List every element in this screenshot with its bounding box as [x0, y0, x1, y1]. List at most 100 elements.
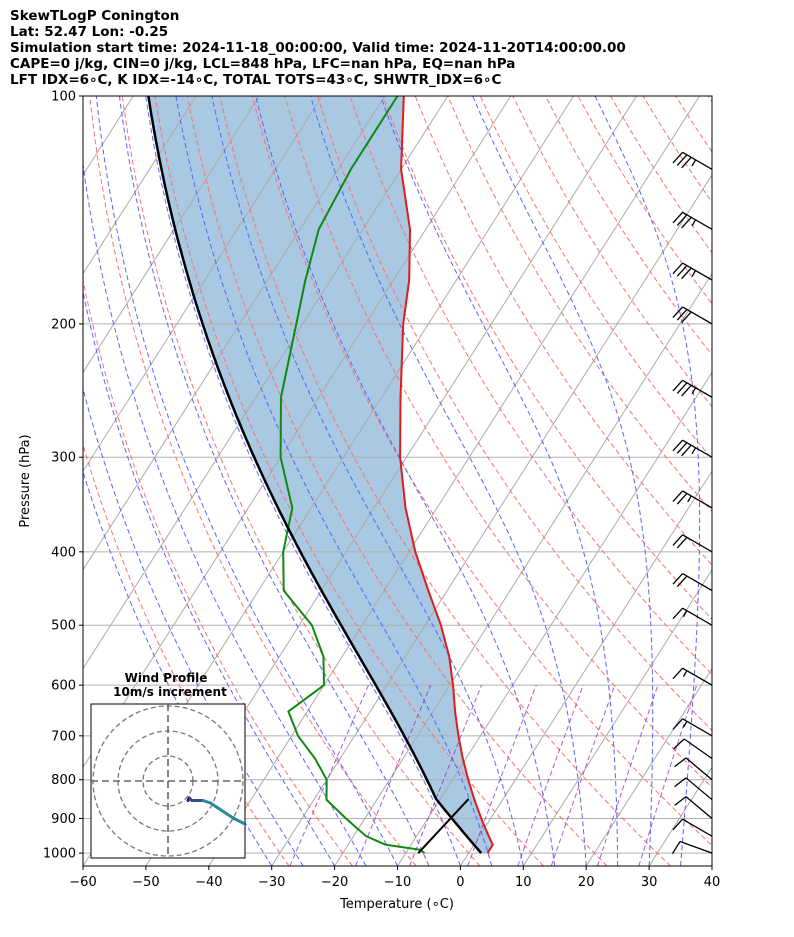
wind-barb [674, 757, 712, 781]
x-tick-label: −10 [384, 875, 411, 890]
y-tick-label: 1000 [43, 847, 76, 862]
y-tick-label: 400 [51, 545, 76, 560]
y-tick-label: 500 [51, 619, 76, 634]
isotherm-line [397, 371, 712, 866]
moist-adiabat-line [380, 96, 619, 866]
chart-title: SkewTLogP Conington [10, 8, 180, 24]
dry-adiabat-line [382, 96, 712, 621]
isotherm-line [83, 96, 260, 374]
y-axis-label: Pressure (hPa) [18, 434, 33, 527]
isotherm-line [585, 667, 712, 866]
dry-adiabat-line [89, 96, 417, 866]
moist-adiabat-line [310, 96, 587, 866]
dewpoint-line [279, 96, 426, 854]
isotherm-line [83, 96, 323, 473]
y-tick-label: 800 [51, 773, 76, 788]
moist-adiabat-line [119, 96, 430, 866]
wind-barb [672, 306, 712, 325]
x-axis-label: Temperature (∘C) [339, 897, 454, 912]
dry-adiabat-line [317, 96, 712, 732]
wind-barb [674, 796, 712, 819]
wind-barb [672, 818, 712, 837]
isotherm-line [83, 96, 449, 670]
moist-adiabat-line [175, 96, 493, 866]
dry-adiabat-line [83, 443, 290, 866]
indices-line: LFT IDX=6∘C, K IDX=-14∘C, TOTAL TOTS=43∘… [10, 72, 502, 88]
isotherm-line [0, 96, 8, 866]
isotherm-line [711, 865, 712, 866]
mixing-ratio-line [638, 684, 698, 866]
dry-adiabat-line [251, 96, 712, 847]
dry-adiabat-line [414, 96, 712, 566]
dry-adiabat-line [219, 96, 671, 866]
wind-barb [672, 534, 712, 553]
isotherm-line [648, 766, 712, 866]
dry-adiabat-line [642, 96, 712, 204]
isotherm-line [208, 96, 700, 866]
simulation-time-line: Simulation start time: 2024-11-18_00:00:… [10, 40, 626, 56]
y-tick-label: 600 [51, 679, 76, 694]
mixing-ratio-line [409, 684, 483, 866]
isotherm-line [83, 96, 197, 275]
location-line: Lat: 52.47 Lon: -0.25 [10, 24, 169, 40]
dry-adiabat-line [610, 96, 712, 254]
y-tick-label: 300 [51, 451, 76, 466]
moist-adiabat-line [145, 96, 461, 866]
hodograph-trace-segment [241, 821, 245, 826]
dry-adiabat-line [773, 96, 794, 866]
x-tick-label: 0 [456, 875, 464, 890]
dry-adiabat-line [675, 96, 712, 153]
dry-adiabat-line [284, 96, 712, 789]
y-tick-label: 100 [51, 90, 76, 105]
dry-adiabat-line [545, 96, 712, 356]
moist-adiabat-line [95, 96, 398, 866]
hodograph-trace-segment [231, 816, 245, 825]
wind-barb [672, 211, 712, 230]
dry-adiabat-line [707, 96, 712, 103]
y-tick-label: 700 [51, 729, 76, 744]
hodograph-trace-segment [224, 811, 235, 820]
x-tick-label: 30 [641, 875, 658, 890]
y-tick-label: 900 [51, 812, 76, 827]
moist-adiabat-line [255, 96, 556, 866]
moist-adiabat-line [83, 160, 367, 866]
cape-cin-shading [148, 96, 493, 854]
dry-adiabat-line [154, 96, 544, 866]
mixing-ratio-line [550, 684, 616, 866]
isotherm-line [271, 174, 712, 866]
cape-line: CAPE=0 j/kg, CIN=0 j/kg, LCL=848 hPa, LF… [10, 56, 516, 72]
hodograph-trace-segment [209, 801, 220, 810]
mixing-ratio-line [596, 684, 659, 866]
moist-adiabat-line [211, 96, 524, 866]
hodograph-subtitle: 10m/s increment [113, 685, 227, 699]
isotherm-line [459, 470, 712, 866]
wind-barb [672, 607, 712, 626]
hodograph-trace-segment [253, 828, 263, 833]
wind-barb [672, 718, 712, 737]
wind-barb [672, 262, 712, 281]
isotherm-line [334, 272, 712, 866]
x-tick-label: 40 [704, 875, 721, 890]
wind-barb [671, 840, 712, 854]
wind-barb [672, 490, 712, 509]
moist-adiabat-line [83, 289, 336, 866]
dry-adiabat-line [479, 96, 712, 460]
temperature-line [399, 96, 494, 854]
moist-adiabat-line [83, 470, 273, 866]
isotherm-line [0, 96, 70, 866]
wind-barb [672, 151, 712, 170]
x-tick-label: −50 [132, 875, 159, 890]
x-tick-label: −30 [258, 875, 285, 890]
wind-barb [672, 439, 712, 458]
dry-adiabat-line [741, 96, 794, 866]
isotherm-line [775, 96, 794, 866]
moist-adiabat-line [83, 387, 304, 866]
parcel-profile-line [147, 96, 483, 854]
mixing-ratio-line [355, 684, 432, 866]
y-tick-label: 200 [51, 317, 76, 332]
dry-adiabat-line [512, 96, 712, 408]
x-tick-label: −40 [195, 875, 222, 890]
wind-barb [672, 379, 712, 398]
wind-barb [710, 96, 712, 97]
